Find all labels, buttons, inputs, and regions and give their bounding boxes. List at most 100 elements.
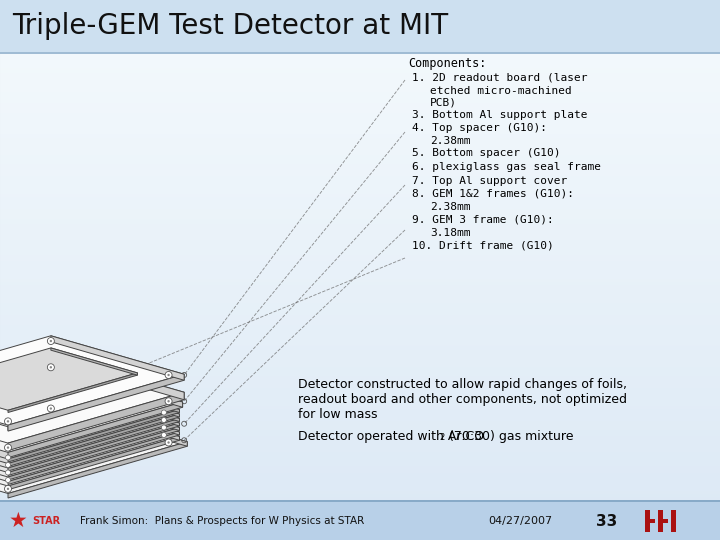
Bar bbox=[0, 484, 720, 485]
Bar bbox=[0, 132, 720, 133]
Bar bbox=[0, 129, 720, 130]
Bar bbox=[0, 359, 720, 360]
Polygon shape bbox=[8, 389, 138, 430]
Bar bbox=[0, 292, 720, 293]
Bar bbox=[0, 243, 720, 244]
Bar bbox=[0, 479, 720, 480]
Bar bbox=[0, 527, 720, 528]
Bar bbox=[0, 391, 720, 392]
Bar bbox=[0, 244, 720, 245]
Bar bbox=[0, 299, 720, 300]
Bar bbox=[0, 331, 720, 332]
Bar bbox=[0, 216, 720, 217]
Bar bbox=[0, 162, 720, 163]
Bar bbox=[0, 463, 720, 464]
Bar bbox=[0, 514, 720, 515]
Bar bbox=[0, 69, 720, 70]
Circle shape bbox=[48, 338, 55, 345]
Bar bbox=[0, 188, 720, 189]
Bar bbox=[0, 232, 720, 233]
Bar bbox=[0, 443, 720, 444]
Circle shape bbox=[161, 425, 166, 430]
Polygon shape bbox=[0, 395, 179, 482]
Bar bbox=[0, 150, 720, 151]
Polygon shape bbox=[0, 400, 179, 486]
Bar bbox=[0, 343, 720, 344]
Bar bbox=[0, 253, 720, 254]
Bar bbox=[0, 130, 720, 131]
Bar bbox=[0, 501, 720, 502]
Bar bbox=[0, 23, 720, 24]
Polygon shape bbox=[51, 373, 179, 413]
Bar bbox=[0, 305, 720, 306]
Bar bbox=[0, 242, 720, 243]
Bar bbox=[0, 287, 720, 288]
Bar bbox=[0, 520, 720, 521]
Polygon shape bbox=[51, 390, 179, 430]
Bar bbox=[0, 471, 720, 472]
Bar bbox=[0, 279, 720, 280]
Bar bbox=[0, 373, 720, 374]
Bar bbox=[0, 338, 720, 339]
Bar bbox=[0, 127, 720, 128]
Bar bbox=[0, 371, 720, 372]
Bar bbox=[0, 468, 720, 469]
Polygon shape bbox=[0, 368, 107, 413]
Bar bbox=[0, 505, 720, 506]
Text: 2.38mm: 2.38mm bbox=[430, 137, 470, 146]
Bar bbox=[0, 179, 720, 180]
Bar bbox=[0, 49, 720, 50]
Bar bbox=[0, 503, 720, 504]
Polygon shape bbox=[8, 442, 187, 498]
Bar bbox=[0, 398, 720, 399]
Bar bbox=[0, 191, 720, 192]
Bar bbox=[0, 315, 720, 316]
Bar bbox=[0, 123, 720, 124]
Bar bbox=[0, 171, 720, 172]
Bar bbox=[0, 458, 720, 459]
Bar bbox=[0, 400, 720, 401]
Bar bbox=[0, 272, 720, 273]
Bar bbox=[0, 516, 720, 517]
Bar bbox=[0, 34, 720, 35]
Bar bbox=[0, 198, 720, 199]
Bar bbox=[0, 53, 720, 54]
Bar bbox=[0, 291, 720, 292]
Bar bbox=[0, 6, 720, 7]
Bar bbox=[0, 284, 720, 285]
Bar bbox=[0, 346, 720, 347]
Bar bbox=[0, 538, 720, 539]
Polygon shape bbox=[8, 382, 91, 408]
Polygon shape bbox=[0, 366, 122, 419]
Bar bbox=[0, 210, 720, 211]
Bar bbox=[0, 454, 720, 455]
Bar bbox=[0, 174, 720, 175]
Bar bbox=[0, 56, 720, 57]
Bar bbox=[0, 197, 720, 198]
Bar bbox=[0, 429, 720, 430]
Bar bbox=[0, 213, 720, 214]
Bar bbox=[0, 360, 720, 361]
Bar bbox=[0, 246, 720, 247]
Bar bbox=[0, 16, 720, 17]
Bar bbox=[0, 159, 720, 160]
Text: 1. 2D readout board (laser: 1. 2D readout board (laser bbox=[412, 72, 588, 82]
Bar bbox=[0, 483, 720, 484]
Bar bbox=[0, 491, 720, 492]
Polygon shape bbox=[0, 364, 183, 453]
Bar bbox=[0, 250, 720, 251]
Bar bbox=[0, 530, 720, 531]
Bar bbox=[0, 258, 720, 259]
Bar bbox=[0, 427, 720, 428]
Bar bbox=[0, 125, 720, 126]
Bar bbox=[0, 186, 720, 187]
Bar bbox=[0, 161, 720, 162]
Bar bbox=[0, 107, 720, 108]
Bar bbox=[0, 128, 720, 129]
Bar bbox=[0, 339, 720, 340]
Bar bbox=[0, 342, 720, 343]
Bar bbox=[0, 474, 720, 475]
Bar bbox=[0, 424, 720, 425]
Bar bbox=[0, 406, 720, 407]
Polygon shape bbox=[51, 381, 179, 422]
